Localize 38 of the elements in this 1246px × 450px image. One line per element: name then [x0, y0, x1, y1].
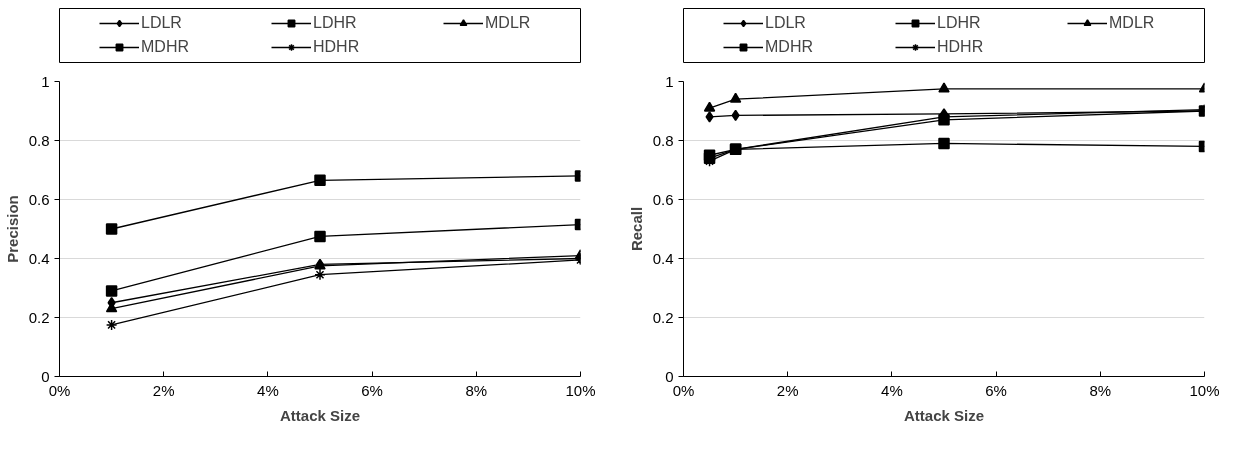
x-tick-label: 8% — [465, 381, 488, 399]
y-axis-title: Precision — [3, 195, 21, 263]
x-tick-label: 8% — [1089, 381, 1112, 399]
x-tick-label: 2% — [152, 381, 175, 399]
x-tick-label: 10% — [565, 381, 596, 399]
y-tick-label: 0 — [41, 367, 50, 385]
y-tick-label: 0.2 — [28, 308, 50, 326]
y-tick-label: 0.6 — [652, 190, 674, 208]
y-tick-label: 1 — [665, 72, 674, 90]
y-tick-label: 1 — [41, 72, 50, 90]
x-tick-label: 6% — [361, 381, 383, 399]
x-tick-label: 4% — [881, 381, 903, 399]
y-tick-label: 0.6 — [28, 190, 50, 208]
legend-label: LDHR — [937, 14, 982, 32]
x-tick-label: 4% — [257, 381, 279, 399]
legend-label: LDHR — [313, 14, 358, 32]
x-tick-label: 0% — [48, 381, 71, 399]
y-tick-label: 0.8 — [652, 131, 674, 149]
legend-label: MDLR — [1109, 14, 1156, 32]
x-tick-label: 2% — [776, 381, 799, 399]
legend-label: MDHR — [765, 38, 814, 56]
legend-label: MDHR — [141, 38, 190, 56]
legend-label: LDLR — [141, 14, 183, 32]
y-axis-title: Recall — [627, 206, 645, 252]
x-axis-title: Attack Size — [903, 406, 985, 424]
legend-label: HDHR — [937, 38, 985, 56]
legend-label: LDLR — [765, 14, 807, 32]
legend-label: HDHR — [313, 38, 361, 56]
x-tick-label: 10% — [1189, 381, 1220, 399]
x-tick-label: 0% — [672, 381, 695, 399]
legend-label: MDLR — [485, 14, 532, 32]
y-tick-label: 0.4 — [652, 249, 674, 267]
y-tick-label: 0.8 — [28, 131, 50, 149]
x-tick-label: 6% — [985, 381, 1007, 399]
y-tick-label: 0.2 — [652, 308, 674, 326]
y-tick-label: 0 — [665, 367, 674, 385]
y-tick-label: 0.4 — [28, 249, 50, 267]
x-axis-title: Attack Size — [279, 406, 361, 424]
